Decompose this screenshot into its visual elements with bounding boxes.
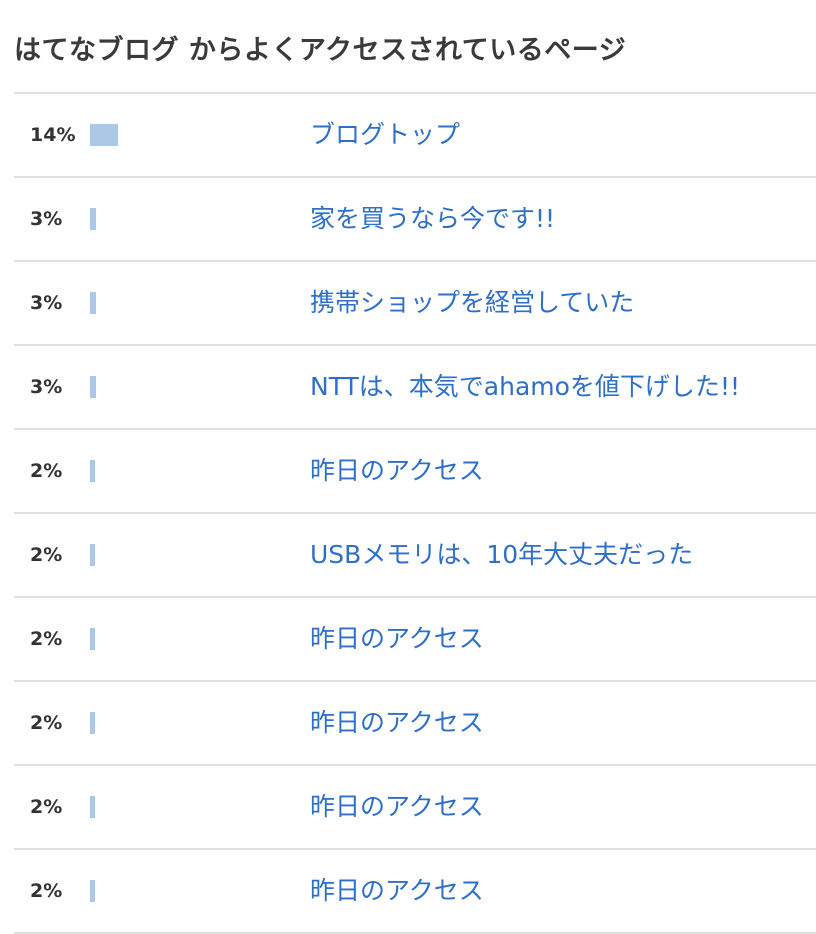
access-bar xyxy=(90,208,96,230)
access-bar xyxy=(90,880,95,902)
list-item: 3% 携帯ショップを経営していた xyxy=(14,262,816,346)
access-percent: 2% xyxy=(30,796,63,818)
list-item: 2% 昨日のアクセス xyxy=(14,682,816,766)
access-bar xyxy=(90,628,95,650)
page-link[interactable]: 昨日のアクセス xyxy=(310,792,484,821)
list-item: 2% 昨日のアクセス xyxy=(14,850,816,934)
access-bar xyxy=(90,124,118,146)
page-link[interactable]: ブログトップ xyxy=(310,120,461,149)
access-percent: 3% xyxy=(30,376,63,398)
access-percent: 2% xyxy=(30,460,63,482)
page-list: 14% ブログトップ 3% 家を買うなら今です!! 3% 携帯ショップを経営して… xyxy=(14,92,816,934)
list-item: 2% 昨日のアクセス xyxy=(14,430,816,514)
access-percent: 2% xyxy=(30,628,63,650)
panel-title: はてなブログ からよくアクセスされているページ xyxy=(14,35,627,66)
page-link[interactable]: 昨日のアクセス xyxy=(310,708,484,737)
access-percent: 3% xyxy=(30,208,63,230)
list-item: 3% NTTは、本気でahamoを値下げした!! xyxy=(14,346,816,430)
access-bar xyxy=(90,376,96,398)
access-percent: 2% xyxy=(30,544,63,566)
access-percent: 2% xyxy=(30,880,63,902)
access-percent: 2% xyxy=(30,712,63,734)
access-bar xyxy=(90,712,95,734)
access-bar xyxy=(90,544,95,566)
access-bar xyxy=(90,796,95,818)
page-link[interactable]: USBメモリは、10年大丈夫だった xyxy=(310,540,694,569)
page-link[interactable]: NTTは、本気でahamoを値下げした!! xyxy=(310,372,740,401)
access-bar xyxy=(90,292,96,314)
list-item: 2% 昨日のアクセス xyxy=(14,598,816,682)
access-percent: 14% xyxy=(30,124,76,146)
page-link[interactable]: 家を買うなら今です!! xyxy=(310,204,556,233)
access-percent: 3% xyxy=(30,292,63,314)
access-bar xyxy=(90,460,95,482)
page-link[interactable]: 昨日のアクセス xyxy=(310,876,484,905)
list-item: 3% 家を買うなら今です!! xyxy=(14,178,816,262)
list-item: 2% USBメモリは、10年大丈夫だった xyxy=(14,514,816,598)
list-item: 14% ブログトップ xyxy=(14,94,816,178)
page-link[interactable]: 昨日のアクセス xyxy=(310,624,484,653)
list-item: 2% 昨日のアクセス xyxy=(14,766,816,850)
page-link[interactable]: 昨日のアクセス xyxy=(310,456,484,485)
page-link[interactable]: 携帯ショップを経営していた xyxy=(310,288,635,317)
